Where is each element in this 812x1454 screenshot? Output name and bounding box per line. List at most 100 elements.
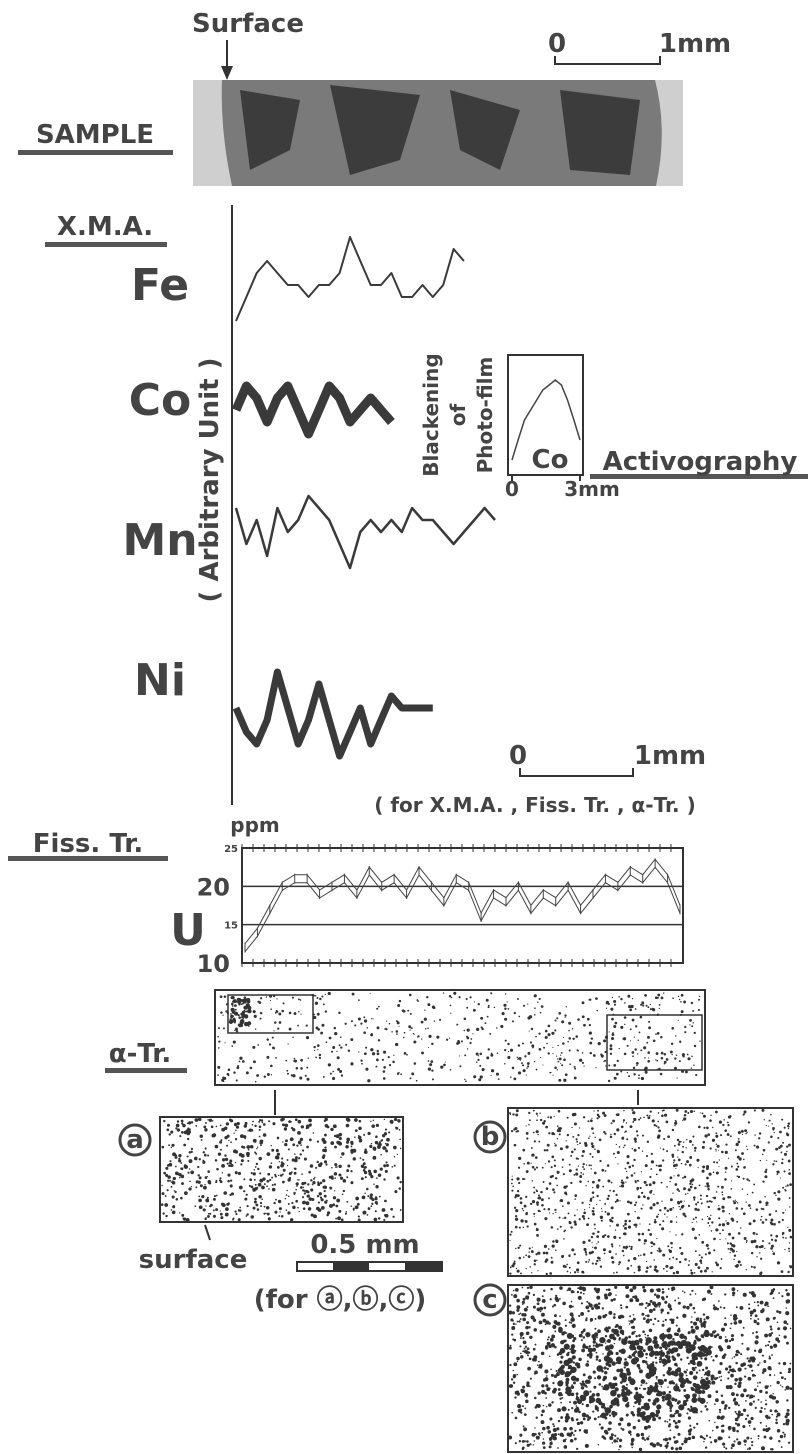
track-dot: [766, 1160, 767, 1161]
track-dot: [703, 1127, 705, 1129]
track-dot: [188, 1121, 191, 1124]
track-dot: [591, 1145, 594, 1148]
track-dot: [760, 1407, 762, 1409]
track-dot: [548, 1322, 551, 1325]
track-dot: [277, 1153, 280, 1156]
track-dot: [697, 1397, 701, 1401]
track-dot: [593, 1386, 596, 1389]
track-dot: [688, 1416, 691, 1419]
xma-label: X.M.A.: [57, 212, 153, 242]
track-dot: [755, 1245, 758, 1248]
track-dot: [226, 1203, 229, 1206]
track-dot: [708, 1173, 711, 1176]
track-dot: [304, 1201, 306, 1203]
track-dot: [466, 998, 468, 1000]
track-dot: [634, 1387, 638, 1391]
track-dot: [728, 1436, 730, 1438]
surface-label: surface: [139, 1245, 248, 1275]
track-dot: [700, 1318, 702, 1320]
track-dot: [707, 1216, 708, 1217]
track-dot: [346, 1138, 350, 1142]
track-dot: [508, 1435, 512, 1439]
track-dot: [558, 1380, 562, 1384]
track-dot: [581, 1339, 583, 1341]
track-dot: [622, 1428, 625, 1431]
track-dot: [256, 1148, 257, 1149]
track-dot: [755, 1407, 757, 1409]
track-dot: [434, 1020, 435, 1021]
track-dot: [235, 1150, 238, 1153]
track-dot: [658, 1068, 661, 1071]
track-dot: [676, 1055, 677, 1056]
track-dot: [647, 1060, 650, 1063]
track-dot: [616, 1144, 617, 1145]
track-dot: [630, 1265, 632, 1267]
track-dot: [735, 1149, 737, 1151]
track-dot: [718, 1371, 721, 1374]
track-dot: [769, 1357, 772, 1360]
track-dot: [742, 1425, 745, 1428]
track-dot: [225, 1158, 228, 1161]
track-dot: [338, 1210, 341, 1213]
track-dot: [586, 1386, 588, 1388]
track-dot: [723, 1307, 725, 1309]
track-dot: [634, 1140, 636, 1142]
track-dot: [516, 1305, 520, 1309]
track-dot: [623, 1119, 625, 1121]
track-dot: [781, 1270, 784, 1273]
track-dot: [684, 1200, 685, 1201]
track-dot: [761, 1245, 764, 1248]
track-dot: [291, 1127, 293, 1129]
track-dot: [707, 1290, 711, 1294]
track-dot: [601, 1370, 604, 1373]
track-dot: [334, 1177, 336, 1179]
track-dot: [671, 1447, 674, 1450]
track-dot: [594, 1172, 597, 1175]
track-dot: [267, 1173, 270, 1176]
track-dot: [736, 1350, 739, 1353]
track-dot: [517, 1404, 521, 1408]
track-dot: [637, 1134, 639, 1136]
track-dot: [671, 1371, 676, 1376]
track-dot: [276, 998, 277, 999]
track-dot: [218, 1152, 221, 1155]
track-dot: [624, 1232, 627, 1235]
track-dot: [334, 1172, 337, 1175]
track-dot: [634, 1036, 635, 1037]
track-dot: [624, 1358, 627, 1361]
track-dot: [689, 1294, 691, 1296]
track-dot: [534, 1440, 536, 1442]
track-dot: [324, 1160, 327, 1163]
track-dot: [277, 1137, 280, 1140]
track-dot: [601, 1344, 603, 1346]
track-dot: [626, 1384, 628, 1386]
track-dot: [511, 1264, 514, 1267]
track-dot: [719, 1336, 723, 1340]
track-dot: [531, 1153, 534, 1156]
track-dot: [565, 1145, 568, 1148]
track-dot: [651, 1153, 653, 1155]
track-dot: [524, 1348, 526, 1350]
track-dot: [545, 1163, 546, 1164]
track-dot: [576, 1138, 578, 1140]
track-dot: [633, 1073, 635, 1075]
track-dot: [185, 1165, 189, 1169]
track-dot: [521, 1062, 523, 1064]
track-dot: [360, 1059, 362, 1061]
track-dot: [209, 1213, 211, 1215]
track-dot: [617, 1437, 619, 1439]
underline: [18, 150, 173, 155]
track-dot: [708, 1206, 710, 1208]
track-dot: [631, 1326, 633, 1328]
track-dot: [752, 1374, 755, 1377]
track-dot: [354, 1136, 356, 1138]
track-dot: [788, 1248, 790, 1250]
track-dot: [733, 1258, 735, 1260]
track-dot: [321, 1024, 324, 1027]
track-dot: [346, 1201, 348, 1203]
track-dot: [634, 1331, 636, 1333]
track-dot: [593, 1054, 596, 1057]
track-dot: [385, 1150, 388, 1153]
track-dot: [718, 1208, 721, 1211]
track-dot: [715, 1149, 716, 1150]
